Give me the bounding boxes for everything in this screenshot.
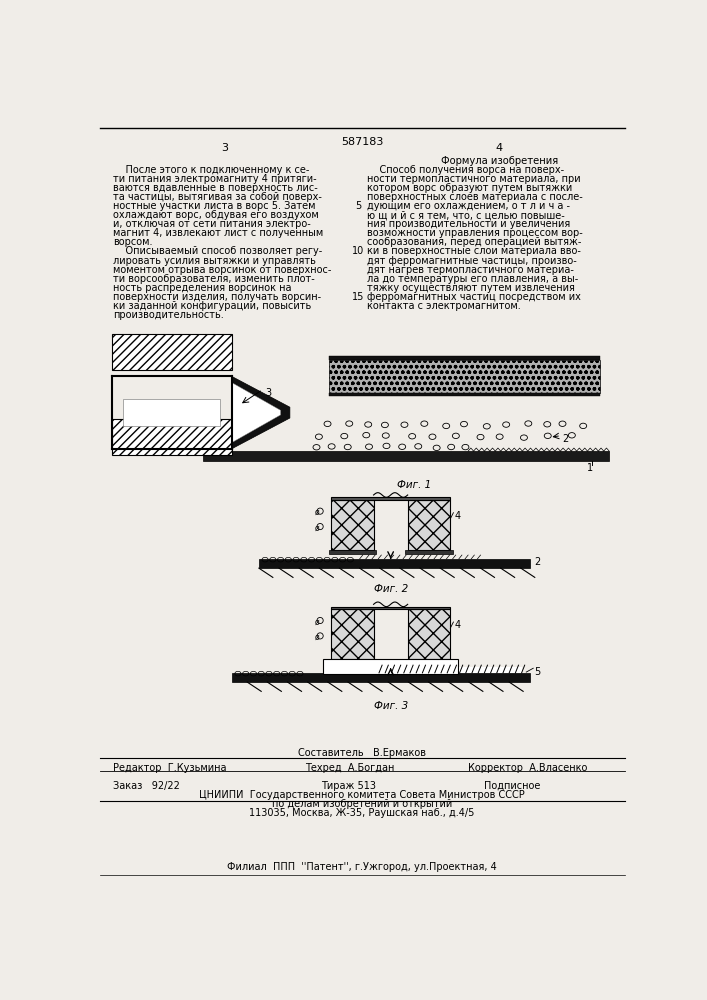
Text: сообразования, перед операцией вытяж-: сообразования, перед операцией вытяж- [368, 237, 582, 247]
Text: ность распределения ворсинок на: ность распределения ворсинок на [113, 283, 292, 293]
Bar [329, 393, 600, 396]
Text: ЦНИИПИ  Государственного комитета Совета Министров СССР: ЦНИИПИ Государственного комитета Совета … [199, 790, 525, 800]
Text: Заказ   92/22: Заказ 92/22 [113, 781, 180, 791]
Text: ти ворсообразователя, изменить плот-: ти ворсообразователя, изменить плот- [113, 274, 315, 284]
Bar [329, 550, 376, 554]
Text: ти питания электромагниту 4 притяги-: ти питания электромагниту 4 притяги- [113, 174, 317, 184]
Text: поверхностных слоев материала с после-: поверхностных слоев материала с после- [368, 192, 583, 202]
Bar [331, 500, 373, 550]
Text: и, отключая от сети питания электро-: и, отключая от сети питания электро- [113, 219, 311, 229]
Text: Фиг. 1: Фиг. 1 [397, 480, 431, 490]
Text: Формула изобретения: Формула изобретения [440, 156, 558, 166]
Text: ø: ø [315, 523, 320, 532]
Text: Филиал  ППП  ''Патент'', г.Ужгород, ул.Проектная, 4: Филиал ППП ''Патент'', г.Ужгород, ул.Про… [227, 862, 497, 872]
Text: поверхности изделия, получать ворсин-: поверхности изделия, получать ворсин- [113, 292, 321, 302]
Text: дят нагрев термопластичного материа-: дят нагрев термопластичного материа- [368, 265, 574, 275]
Text: ø: ø [315, 633, 320, 642]
Text: Составитель   В.Ермаков: Составитель В.Ермаков [298, 748, 426, 758]
Text: ю щ и й с я тем, что, с целью повыше-: ю щ и й с я тем, что, с целью повыше- [368, 210, 565, 220]
Text: по делам изобретений и открытий: по делам изобретений и открытий [271, 799, 452, 809]
Text: ø: ø [315, 508, 320, 517]
Bar [331, 607, 450, 609]
Bar [259, 559, 530, 568]
Text: Способ получения ворса на поверх-: Способ получения ворса на поверх- [368, 165, 564, 175]
Text: 3: 3 [265, 388, 271, 398]
Text: ворсом.: ворсом. [113, 237, 153, 247]
Text: та частицы, вытягивая за собой поверх-: та частицы, вытягивая за собой поверх- [113, 192, 322, 202]
Text: 587183: 587183 [341, 137, 383, 147]
Text: дующим его охлаждением, о т л и ч а -: дующим его охлаждением, о т л и ч а - [368, 201, 571, 211]
Bar [405, 659, 452, 664]
Text: тяжку осуществляют путем извлечения: тяжку осуществляют путем извлечения [368, 283, 575, 293]
Text: 5: 5 [534, 667, 540, 677]
Text: моментом отрыва ворсинок от поверхнос-: моментом отрыва ворсинок от поверхнос- [113, 265, 332, 275]
Bar [112, 334, 232, 370]
Text: 1: 1 [587, 463, 593, 473]
Bar [123, 399, 220, 426]
Text: 10: 10 [352, 246, 364, 256]
Text: ø: ø [315, 617, 320, 626]
Bar [379, 667, 522, 673]
Text: ки в поверхностные слои материала вво-: ки в поверхностные слои материала вво- [368, 246, 581, 256]
Text: магнит 4, извлекают лист с полученным: магнит 4, извлекают лист с полученным [113, 228, 323, 238]
Bar [329, 659, 376, 664]
Bar [408, 609, 450, 659]
Text: Редактор  Г.Кузьмина: Редактор Г.Кузьмина [113, 763, 227, 773]
Text: 2: 2 [534, 557, 540, 567]
Bar [203, 451, 609, 461]
Text: Фиг. 2: Фиг. 2 [373, 584, 408, 594]
Text: охлаждают ворс, обдувая его воздухом: охлаждают ворс, обдувая его воздухом [113, 210, 319, 220]
Bar [331, 609, 373, 659]
Polygon shape [232, 383, 281, 443]
Text: 2: 2 [563, 434, 569, 444]
Bar [329, 356, 600, 360]
Text: Техред  А.Богдан: Техред А.Богдан [305, 763, 395, 773]
Polygon shape [232, 376, 290, 449]
Text: 113035, Москва, Ж-35, Раушская наб., д.4/5: 113035, Москва, Ж-35, Раушская наб., д.4… [250, 808, 474, 818]
Text: 4: 4 [496, 143, 503, 153]
Text: лировать усилия вытяжки и управлять: лировать усилия вытяжки и управлять [113, 256, 316, 266]
Text: дят ферромагнитные частицы, произво-: дят ферромагнитные частицы, произво- [368, 256, 577, 266]
Bar [323, 659, 458, 674]
Bar [112, 419, 232, 455]
Bar [331, 497, 450, 500]
Text: Фиг. 3: Фиг. 3 [373, 701, 408, 711]
Text: 4: 4 [454, 620, 460, 631]
Bar [232, 673, 530, 682]
Text: ферромагнитных частиц посредством их: ферромагнитных частиц посредством их [368, 292, 581, 302]
Text: контакта с электромагнитом.: контакта с электромагнитом. [368, 301, 521, 311]
Text: возможности управления процессом вор-: возможности управления процессом вор- [368, 228, 583, 238]
Text: Подписное: Подписное [484, 781, 540, 791]
Text: ностные участки листа в ворс 5. Затем: ностные участки листа в ворс 5. Затем [113, 201, 315, 211]
Text: ки заданной конфигурации, повысить: ки заданной конфигурации, повысить [113, 301, 311, 311]
Bar [408, 500, 450, 550]
Bar [405, 550, 452, 554]
Text: 4: 4 [454, 511, 460, 521]
Text: Описываемый способ позволяет регу-: Описываемый способ позволяет регу- [113, 246, 322, 256]
Text: котором ворс образуют путем вытяжки: котором ворс образуют путем вытяжки [368, 183, 573, 193]
Text: ваются вдавленные в поверхность лис-: ваются вдавленные в поверхность лис- [113, 183, 318, 193]
Text: производительность.: производительность. [113, 310, 224, 320]
Text: Корректор  А.Власенко: Корректор А.Власенко [468, 763, 588, 773]
Text: Тираж 513: Тираж 513 [321, 781, 376, 791]
Text: После этого к подключенному к се-: После этого к подключенному к се- [113, 165, 310, 175]
Text: ности термопластичного материала, при: ности термопластичного материала, при [368, 174, 581, 184]
Bar [329, 360, 600, 393]
Text: 3: 3 [221, 143, 228, 153]
Text: 5: 5 [355, 201, 361, 211]
Text: ла до температуры его плавления, а вы-: ла до температуры его плавления, а вы- [368, 274, 578, 284]
Text: 15: 15 [352, 292, 364, 302]
Text: ния производительности и увеличения: ния производительности и увеличения [368, 219, 571, 229]
